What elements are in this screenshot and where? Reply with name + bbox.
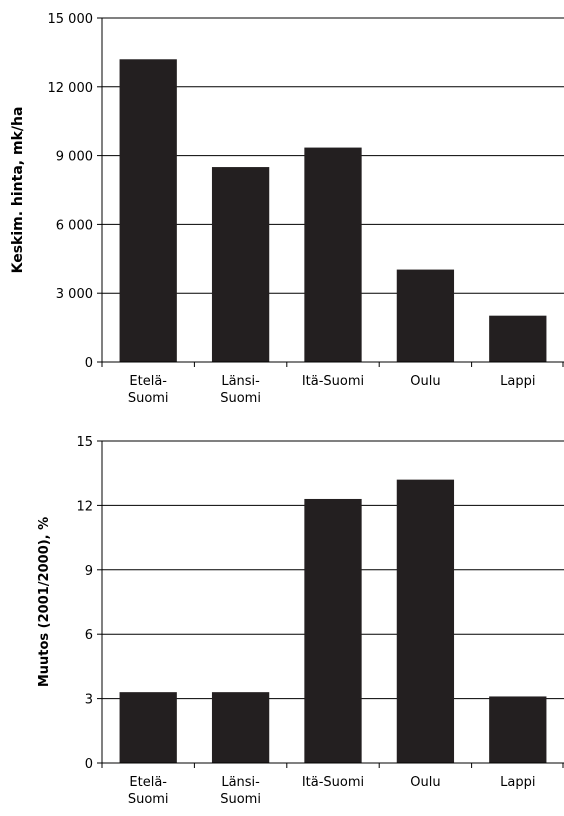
chart-2-bar bbox=[396, 479, 455, 763]
chart-1-x-tick-label: Lappi bbox=[500, 374, 535, 389]
chart-2-y-tick-label: 15 bbox=[76, 435, 93, 450]
chart-2-y-tick-label: 6 bbox=[85, 628, 93, 643]
chart-1-bar bbox=[119, 59, 177, 362]
chart-2-bar bbox=[119, 692, 177, 763]
chart-2-x-tick-label: Itä-Suomi bbox=[302, 775, 364, 790]
chart-1-y-tick-label: 0 bbox=[85, 356, 93, 371]
chart-2-y-tick-label: 0 bbox=[85, 757, 93, 772]
chart-1-bar bbox=[396, 269, 455, 362]
chart-1-bar bbox=[211, 167, 270, 362]
chart-1-y-axis-label: Keskim. hinta, mk/ha bbox=[10, 107, 26, 274]
chart-2-bar bbox=[211, 692, 270, 763]
chart-2-x-tick-label: Suomi bbox=[220, 792, 261, 807]
chart-2-x-tick-label: Oulu bbox=[410, 775, 440, 790]
chart-2-x-tick-label: Länsi- bbox=[221, 775, 260, 790]
chart-1-x-tick-label: Oulu bbox=[410, 374, 440, 389]
chart-1-x-tick-label: Etelä- bbox=[129, 374, 167, 389]
chart-2-y-axis-label: Muutos (2001/2000), % bbox=[37, 517, 52, 687]
chart-2-y-tick-label: 3 bbox=[85, 693, 93, 708]
chart-1-y-tick-label: 15 000 bbox=[48, 12, 94, 27]
chart-2-x-tick-label: Etelä- bbox=[129, 775, 167, 790]
chart-1-bar bbox=[489, 315, 547, 362]
chart-1-x-tick-label: Suomi bbox=[220, 391, 261, 406]
chart-2-y-tick-label: 12 bbox=[76, 499, 93, 514]
chart-1-y-tick-label: 3 000 bbox=[56, 287, 93, 302]
chart-2-bar bbox=[489, 696, 547, 763]
chart-1-x-tick-label: Suomi bbox=[128, 391, 169, 406]
chart-2-x-tick-label: Lappi bbox=[500, 775, 535, 790]
chart-1-x-tick-label: Itä-Suomi bbox=[302, 374, 364, 389]
chart-1-bar bbox=[304, 147, 362, 362]
chart-1-y-tick-label: 6 000 bbox=[56, 218, 93, 233]
chart-1-x-tick-label: Länsi- bbox=[221, 374, 260, 389]
chart-1-y-tick-label: 12 000 bbox=[48, 81, 94, 96]
chart-2-x-tick-label: Suomi bbox=[128, 792, 169, 807]
chart-1-y-tick-label: 9 000 bbox=[56, 150, 93, 165]
chart-2-y-tick-label: 9 bbox=[85, 564, 93, 579]
chart-2-bar bbox=[304, 498, 362, 763]
